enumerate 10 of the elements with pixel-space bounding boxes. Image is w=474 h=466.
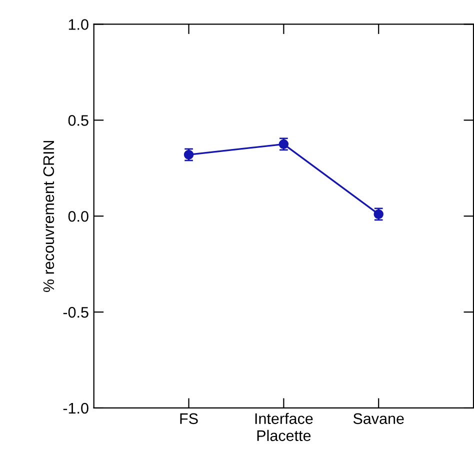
y-tick-label: 0.0 [68,210,88,222]
x-tick-label: Interface [255,412,313,424]
x-tick-label: FS [180,413,198,424]
y-tick-label: -0.5 [63,306,88,318]
y-axis-title: % recouvrement CRIN [43,140,54,292]
x-tick-label: Savane [353,413,404,424]
y-tick-label: 1.0 [68,19,88,30]
y-tick-label: 0.5 [68,115,88,126]
y-tick-label: -1.0 [63,402,88,414]
x-axis-title: Placette [257,430,311,442]
